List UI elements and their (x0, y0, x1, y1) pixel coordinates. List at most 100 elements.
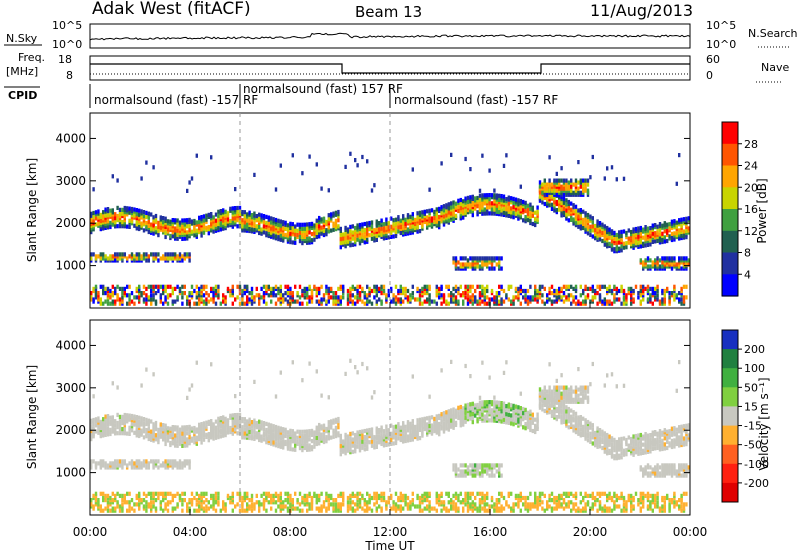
velocity-cell (231, 413, 234, 418)
power-cell (490, 297, 494, 302)
velocity-cell (243, 431, 246, 436)
power-cell (411, 284, 414, 289)
power-cell (339, 226, 342, 231)
power-cell (390, 286, 393, 291)
power-cell (186, 218, 189, 223)
power-cell (618, 230, 621, 235)
power-cell (332, 211, 335, 216)
power-cell (620, 284, 623, 289)
power-cell (344, 225, 347, 230)
velocity-cell (399, 437, 402, 443)
power-cell (380, 226, 383, 231)
velocity-cell (145, 421, 148, 427)
power-cell (428, 223, 431, 228)
power-cell (258, 301, 261, 306)
velocity-cell (262, 431, 266, 436)
power-cell (214, 301, 218, 306)
power-cell (334, 222, 338, 228)
power-cell (565, 184, 568, 189)
power-cell (630, 232, 633, 237)
power-cell (459, 256, 462, 261)
velocity-cell (111, 415, 114, 420)
power-cell (190, 291, 194, 296)
velocity-cell (123, 493, 126, 498)
velocity-cell (200, 504, 203, 509)
velocity-cell (272, 424, 275, 429)
velocity-cell (423, 498, 426, 503)
power-cell (332, 227, 335, 232)
velocity-cell (265, 508, 268, 513)
velocity-cell (344, 438, 347, 444)
power-cell (219, 215, 222, 220)
velocity-cell (418, 504, 422, 509)
power-cell (241, 210, 244, 215)
power-cell (406, 288, 410, 294)
nave-label: Nave (761, 61, 789, 74)
power-cell (603, 234, 606, 239)
power-cell (238, 284, 242, 289)
power-cell (90, 252, 93, 257)
velocity-cell (111, 491, 114, 496)
power-cell (510, 196, 513, 201)
power-cell (570, 293, 573, 298)
power-cell (104, 254, 107, 259)
power-cell (238, 205, 242, 210)
velocity-cell (308, 443, 311, 448)
power-cell (315, 299, 318, 304)
power-cell (423, 209, 426, 214)
power-cell (673, 297, 676, 302)
velocity-cell (241, 417, 244, 422)
power-cell (594, 295, 597, 300)
power-cell (337, 295, 340, 300)
velocity-cell (332, 506, 335, 511)
power-cell (231, 301, 234, 306)
power-cell (166, 227, 170, 232)
power-cell (202, 224, 206, 229)
power-cell (416, 211, 419, 216)
velocity-cell (262, 506, 266, 511)
power-cell (104, 211, 107, 216)
power-cell (478, 256, 482, 261)
velocity-cell (147, 465, 150, 470)
power-cell (205, 297, 208, 302)
power-cell (452, 210, 455, 215)
power-cell (116, 284, 119, 289)
power-cell (190, 229, 194, 234)
power-cell (555, 184, 558, 189)
velocity-cell (390, 493, 393, 498)
power-cell (632, 227, 635, 232)
power-cell (224, 295, 227, 300)
power-cell (546, 186, 549, 191)
velocity-cell (183, 459, 186, 464)
power-cell (536, 209, 539, 214)
power-cell (644, 243, 647, 248)
power-cell (171, 299, 174, 304)
power-cell (202, 214, 206, 219)
power-cell (370, 236, 374, 241)
velocity-cell (152, 459, 155, 464)
power-cell (548, 286, 551, 291)
power-cell (486, 301, 489, 306)
power-cell (97, 291, 100, 296)
power-cell (483, 256, 486, 261)
velocity-cell (166, 508, 170, 513)
velocity-cell (207, 438, 210, 443)
power-cell (217, 213, 220, 218)
velocity-cell (159, 491, 162, 496)
velocity-cell (92, 459, 95, 464)
power-cell (140, 221, 143, 226)
power-cell (471, 256, 474, 261)
velocity-cell (142, 417, 146, 422)
power-cell (246, 222, 249, 227)
power-cell (577, 299, 580, 304)
velocity-cell (238, 498, 242, 503)
power-cell (145, 214, 148, 220)
velocity-cell (262, 427, 266, 432)
power-cell (680, 286, 683, 291)
power-cell (195, 222, 198, 227)
power-cell (116, 213, 119, 219)
power-cell (490, 288, 494, 294)
power-cell (250, 286, 254, 291)
power-cell (404, 217, 407, 222)
